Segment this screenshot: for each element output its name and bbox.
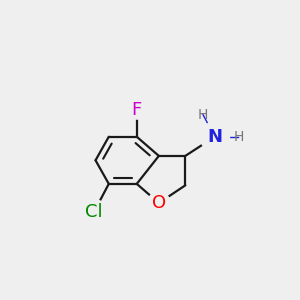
Circle shape — [200, 122, 230, 152]
Text: H: H — [233, 130, 244, 144]
Text: O: O — [152, 194, 166, 212]
Text: Cl: Cl — [85, 203, 103, 221]
Text: F: F — [132, 101, 142, 119]
Circle shape — [82, 200, 106, 224]
Text: N: N — [207, 128, 222, 146]
Text: H: H — [198, 108, 208, 122]
Circle shape — [128, 101, 146, 119]
Circle shape — [148, 192, 170, 214]
